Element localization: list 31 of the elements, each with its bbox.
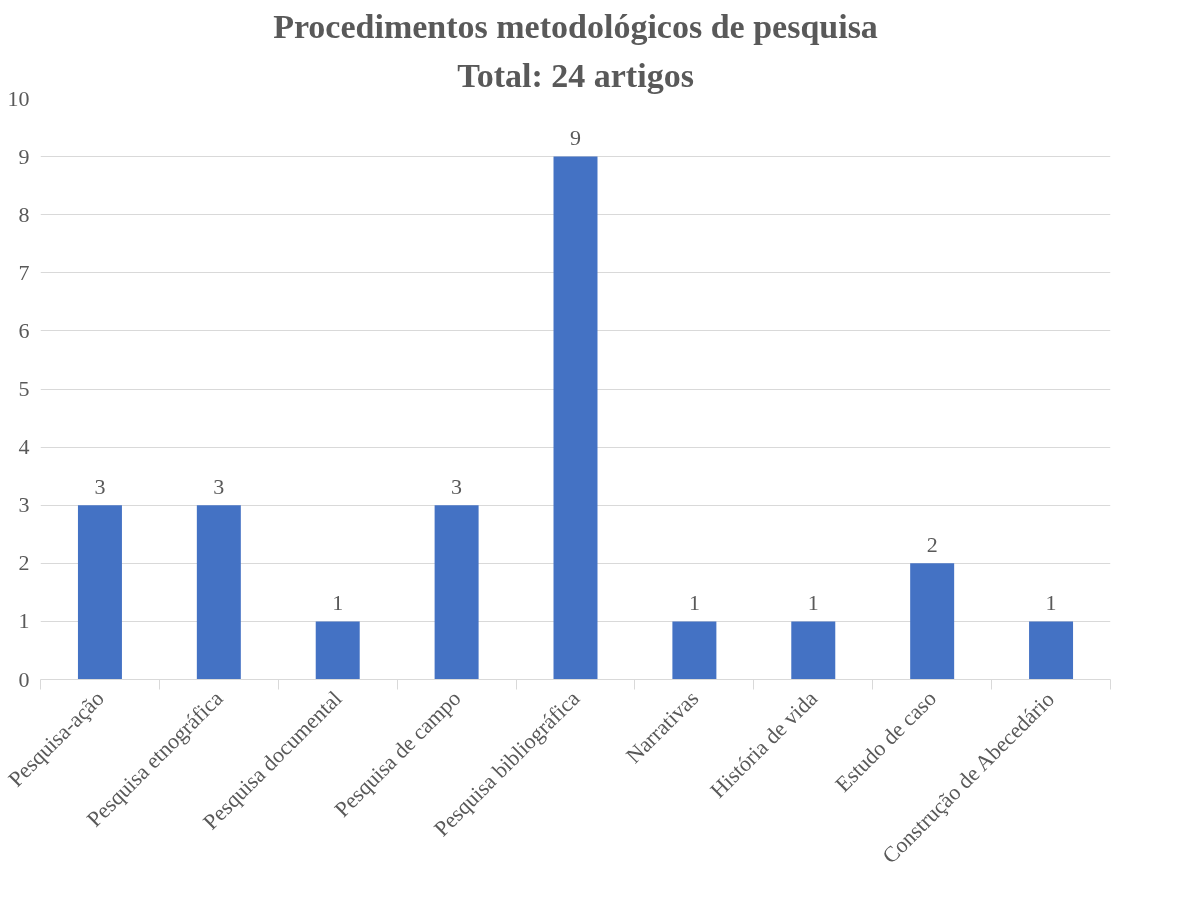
y-tick-label: 8 <box>18 201 30 227</box>
chart-subtitle: Total: 24 artigos <box>457 56 694 94</box>
data-label: 3 <box>94 473 106 499</box>
bar <box>315 621 360 680</box>
y-tick-label: 1 <box>18 608 30 634</box>
y-tick-label: 3 <box>18 492 30 518</box>
data-label: 1 <box>332 589 344 615</box>
y-tick-label: 9 <box>18 143 30 169</box>
data-label: 1 <box>688 589 700 615</box>
data-label: 2 <box>926 531 938 557</box>
bar <box>910 563 955 680</box>
y-tick-label: 6 <box>18 317 30 343</box>
y-tick-label: 2 <box>18 550 30 576</box>
data-label: 1 <box>807 589 819 615</box>
data-label: 3 <box>451 473 463 499</box>
bar <box>553 156 598 680</box>
y-tick-label: 5 <box>18 376 30 401</box>
data-label: 1 <box>1045 589 1057 615</box>
y-tick-label: 0 <box>18 666 30 692</box>
data-label: 3 <box>213 473 225 499</box>
bar <box>672 621 717 680</box>
y-tick-label: 7 <box>18 259 30 285</box>
bar <box>791 621 836 680</box>
bar <box>77 505 122 680</box>
chart-title: Procedimentos metodológicos de pesquisa <box>273 7 878 45</box>
y-tick-label: 10 <box>7 85 30 111</box>
data-label: 9 <box>570 124 581 150</box>
y-tick-label: 4 <box>18 434 30 460</box>
bar <box>196 505 241 680</box>
bar <box>434 505 479 680</box>
bar <box>1029 621 1074 680</box>
